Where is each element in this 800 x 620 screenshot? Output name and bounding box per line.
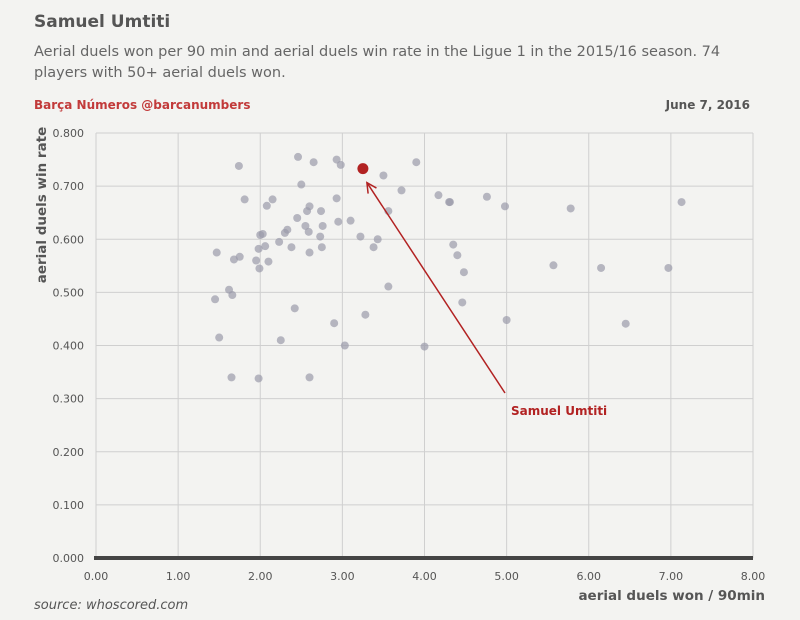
data-point xyxy=(228,291,237,300)
data-point xyxy=(500,202,509,211)
data-point xyxy=(384,282,393,291)
x-axis-title: aerial duels won / 90min xyxy=(578,588,765,604)
data-point xyxy=(549,261,558,270)
data-point xyxy=(397,186,406,195)
y-tick-label: 0.800 xyxy=(53,127,85,140)
data-point xyxy=(316,232,325,241)
data-point xyxy=(445,198,454,207)
data-point xyxy=(287,243,296,252)
data-point xyxy=(566,204,575,213)
x-tick-label: 0.00 xyxy=(84,570,109,583)
data-point xyxy=(276,336,285,345)
data-point xyxy=(597,263,606,272)
data-point xyxy=(340,341,349,350)
annotation-arrowhead xyxy=(365,181,377,194)
data-point xyxy=(305,202,314,211)
data-point xyxy=(301,221,310,230)
data-point xyxy=(304,227,313,236)
data-point xyxy=(317,243,326,252)
data-point xyxy=(211,295,220,304)
x-tick-label: 2.00 xyxy=(248,570,273,583)
source-note: source: whoscored.com xyxy=(34,598,189,613)
data-point xyxy=(334,217,343,226)
highlight-label: Samuel Umtiti xyxy=(511,404,607,418)
data-point xyxy=(254,374,263,383)
data-point xyxy=(317,207,326,216)
y-axis-ticks: 0.000 0.100 0.200 0.300 0.400 0.500 0.600 0.700… xyxy=(53,127,85,565)
y-tick-label: 0.200 xyxy=(53,446,85,459)
data-point xyxy=(379,171,388,180)
x-tick-label: 6.00 xyxy=(577,570,602,583)
data-point xyxy=(361,310,370,319)
data-point xyxy=(283,225,292,234)
x-tick-label: 3.00 xyxy=(330,570,355,583)
data-point xyxy=(293,214,302,222)
chart-title: Samuel Umtiti xyxy=(34,12,171,32)
data-point xyxy=(356,232,365,241)
y-tick-label: 0.000 xyxy=(53,552,85,565)
data-point xyxy=(258,229,267,238)
data-point xyxy=(234,161,243,170)
y-tick-label: 0.600 xyxy=(53,233,85,246)
data-point xyxy=(458,298,467,307)
x-axis-ticks: 0.00 1.00 2.00 3.00 4.00 5.00 6.00 7.00 8.00 xyxy=(84,570,766,583)
y-tick-label: 0.300 xyxy=(53,393,85,406)
chart-subtitle: Aerial duels won per 90 min and aerial d… xyxy=(34,44,721,81)
data-point xyxy=(346,216,355,225)
y-tick-label: 0.100 xyxy=(53,499,85,512)
date-label: June 7, 2016 xyxy=(665,98,750,112)
x-tick-label: 5.00 xyxy=(494,570,519,583)
data-point xyxy=(677,198,686,207)
data-point xyxy=(212,248,221,257)
data-point xyxy=(309,158,318,167)
data-point xyxy=(227,373,236,382)
data-point xyxy=(318,221,327,230)
data-point xyxy=(264,257,273,266)
data-point xyxy=(261,242,270,251)
annotation-arrow-line xyxy=(366,182,506,394)
highlight-point xyxy=(357,163,369,175)
data-point xyxy=(373,235,382,244)
data-point xyxy=(664,263,673,272)
x-tick-label: 8.00 xyxy=(741,570,766,583)
data-points xyxy=(211,152,686,383)
data-point xyxy=(235,252,244,261)
data-point xyxy=(434,191,443,200)
y-axis-title: aerial duels win rate xyxy=(34,127,50,284)
credit-label: Barça Números @barcanumbers xyxy=(34,98,251,112)
x-tick-label: 7.00 xyxy=(659,570,684,583)
data-point xyxy=(215,333,224,342)
data-point xyxy=(297,180,306,189)
data-point xyxy=(275,237,284,246)
data-point xyxy=(255,264,264,273)
data-point xyxy=(305,248,314,257)
data-point xyxy=(336,160,345,169)
data-point xyxy=(294,152,303,161)
data-point xyxy=(290,304,299,313)
data-point xyxy=(305,373,314,382)
y-tick-label: 0.500 xyxy=(53,286,85,299)
data-point xyxy=(330,319,339,328)
data-point xyxy=(262,201,271,210)
highlight-annotation: Samuel Umtiti xyxy=(357,163,607,418)
data-point xyxy=(621,319,630,328)
y-tick-label: 0.400 xyxy=(53,340,85,353)
data-point xyxy=(482,192,491,201)
data-point xyxy=(268,195,277,204)
data-point xyxy=(252,256,261,265)
data-point xyxy=(369,243,378,252)
data-point xyxy=(420,342,429,351)
x-tick-label: 1.00 xyxy=(166,570,191,583)
data-point xyxy=(449,240,458,249)
data-point xyxy=(332,194,341,203)
data-point xyxy=(254,244,263,253)
data-point xyxy=(453,251,462,260)
x-tick-label: 4.00 xyxy=(412,570,437,583)
data-point xyxy=(459,268,468,277)
y-tick-label: 0.700 xyxy=(53,180,85,193)
data-point xyxy=(502,316,511,324)
data-point xyxy=(240,195,249,204)
data-point xyxy=(412,158,421,167)
